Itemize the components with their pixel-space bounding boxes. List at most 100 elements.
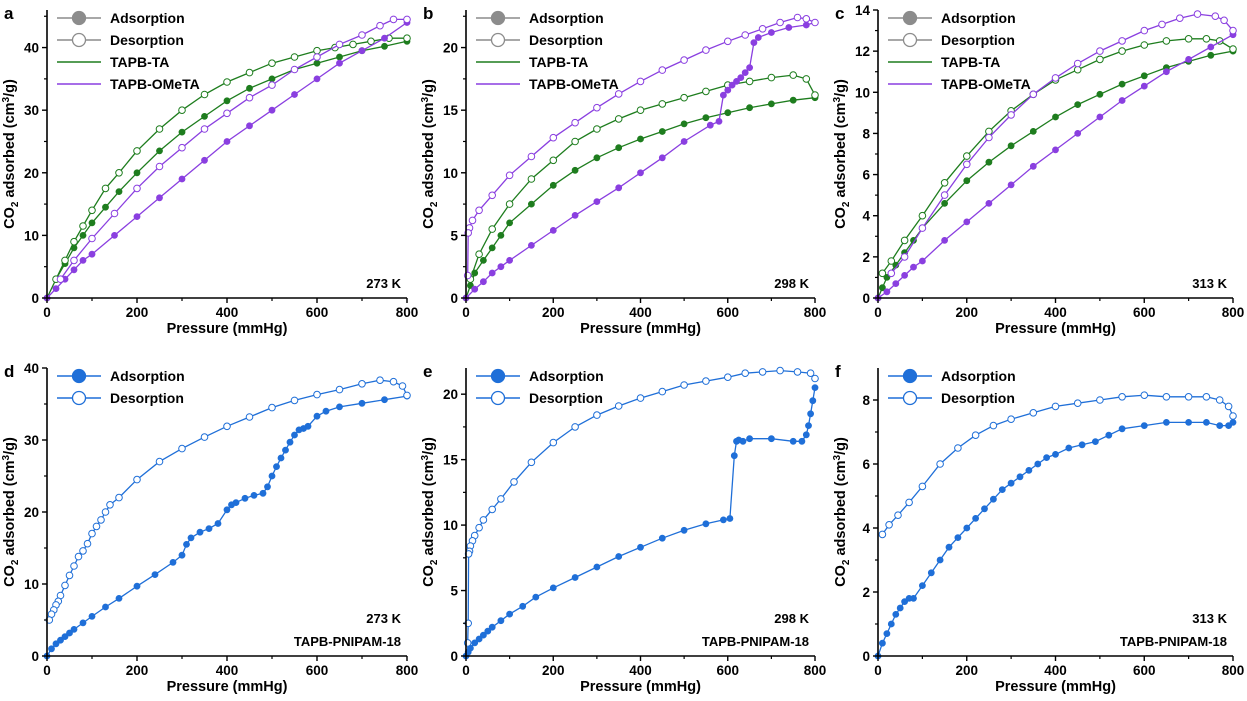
data-point [367,37,375,46]
legend-marker [902,32,918,48]
data-point [101,508,110,516]
data-point [963,524,971,532]
data-point [133,184,141,193]
data-point [767,73,776,82]
data-point [291,91,298,98]
data-point [151,571,159,578]
data-point [798,437,806,445]
data-point [614,402,623,410]
data-point [273,463,280,470]
data-point [702,46,710,54]
data-point [133,213,141,220]
data-point [593,103,601,112]
legend-marker [71,32,87,48]
data-point [115,493,123,502]
data-point [549,584,557,592]
data-point [750,39,758,46]
x-tick-label: 400 [216,305,239,320]
data-point [268,59,276,68]
data-point [724,109,732,117]
data-point [133,147,141,155]
y-axis-title: CO2 adsorbed (cm3/g) [832,79,852,229]
data-point [1176,14,1184,23]
x-tick-label: 200 [955,305,978,320]
data-point [680,381,688,389]
legend-marker [490,368,506,384]
data-point [918,482,927,491]
data-point [637,135,644,143]
data-point [232,499,240,506]
data-point [214,520,222,527]
data-point [702,377,710,385]
x-tick-label: 800 [804,305,827,320]
data-point [488,269,496,277]
data-point [506,219,513,227]
data-point [809,397,817,405]
data-point [896,604,904,612]
x-tick-label: 0 [874,663,882,678]
data-point [245,68,254,77]
data-point [878,269,887,278]
x-tick-label: 600 [306,305,329,320]
data-point [754,34,762,41]
data-point [398,382,407,390]
data-point [291,431,298,439]
data-point [658,387,667,396]
data-point [724,373,732,382]
data-point [102,203,109,211]
data-point [200,90,209,99]
temperature-label: 298 K [774,611,809,626]
data-point [1185,56,1192,63]
data-point [636,77,645,86]
y-tick-label: 20 [24,505,39,520]
series-desorption [463,366,819,647]
data-point [637,543,644,551]
legend-marker [490,390,506,406]
data-point [1118,47,1126,55]
data-point [1078,441,1086,449]
data-point [680,93,688,102]
data-point [1140,391,1149,400]
data-point [745,77,754,86]
data-point [593,563,601,571]
legend-marker [490,10,506,26]
data-point [680,138,688,145]
data-point [571,166,579,174]
data-point [70,266,78,274]
data-point [680,56,688,64]
data-point [479,631,487,639]
legend: Adsorption Desorption [57,368,185,406]
data-point [223,97,231,105]
data-point [376,376,384,385]
data-point [479,256,487,264]
data-point [527,152,536,161]
data-point [768,29,775,36]
data-point [885,521,893,529]
data-point [505,171,514,180]
data-point [133,169,141,177]
legend: Adsorption Desorption TAPB-TA TAPB-OMeTA [476,10,619,92]
data-point [250,491,258,499]
legend-label: Adsorption [529,368,604,384]
x-tick-label: 800 [1222,663,1245,678]
data-point [48,645,55,653]
data-point [789,96,797,104]
legend: Adsorption Desorption TAPB-TA TAPB-OMeTA [888,10,1031,92]
data-point [178,143,186,152]
x-tick-label: 600 [306,663,329,678]
data-point [488,244,496,252]
data-point [1029,409,1038,417]
data-point [381,396,388,404]
data-point [389,15,398,24]
y-axis-title-text: CO2 adsorbed (cm3/g) [420,79,440,229]
data-point [97,516,105,524]
y-tick-label: 14 [855,3,871,18]
data-point [1007,111,1015,119]
data-point [918,211,927,220]
data-point [702,520,710,528]
data-point [615,553,623,560]
data-point [963,177,971,185]
data-point [52,285,60,292]
data-point [658,534,666,542]
x-tick-label: 0 [462,663,470,678]
